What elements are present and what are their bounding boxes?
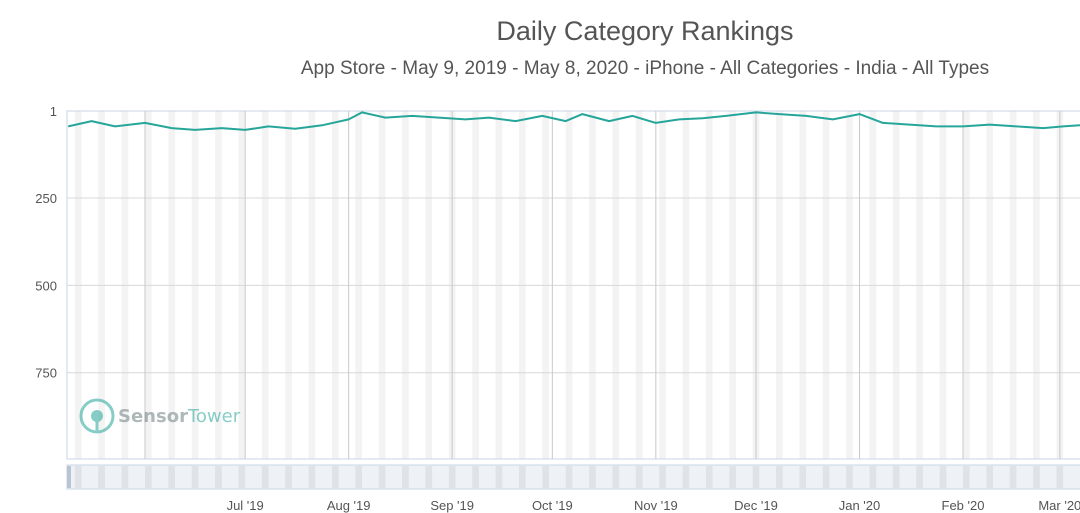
- y-tick-label: 750: [35, 366, 57, 381]
- sensortower-watermark: SensorTower: [79, 398, 241, 434]
- range-navigator[interactable]: [66, 464, 1080, 490]
- navigator-track: [66, 464, 1080, 490]
- chart-subtitle: App Store - May 9, 2019 - May 8, 2020 - …: [300, 58, 990, 79]
- x-tick-label: Dec '19: [734, 498, 778, 513]
- horizontal-gridlines: [67, 197, 1080, 374]
- x-tick-label: Jul '19: [227, 498, 264, 513]
- month-gridlines: [144, 111, 1061, 459]
- y-axis-ticks: 1 250 500 750: [35, 104, 57, 381]
- watermark-sensor: Sensor: [118, 406, 188, 427]
- x-tick-label: Aug '19: [327, 498, 371, 513]
- navigator-handle-left[interactable]: [67, 466, 71, 488]
- x-tick-label: Jan '20: [839, 498, 881, 513]
- watermark-tower: Tower: [187, 406, 241, 427]
- x-tick-label: Mar '20: [1038, 498, 1080, 513]
- series-line-group: [67, 111, 1080, 131]
- svg-text:SensorTower: SensorTower: [118, 406, 241, 427]
- x-tick-label: Feb '20: [942, 498, 985, 513]
- x-axis-ticks: Jul '19 Aug '19 Sep '19 Oct '19 Nov '19 Dec '…: [227, 498, 1080, 513]
- y-tick-label: 500: [35, 278, 57, 293]
- series-line: [67, 111, 1080, 131]
- x-tick-label: Sep '19: [430, 498, 474, 513]
- chart-title: Daily Category Rankings: [496, 16, 794, 46]
- y-tick-label: 1: [50, 104, 57, 119]
- x-tick-label: Oct '19: [532, 498, 573, 513]
- x-tick-label: Nov '19: [634, 498, 678, 513]
- y-tick-label: 250: [35, 191, 57, 206]
